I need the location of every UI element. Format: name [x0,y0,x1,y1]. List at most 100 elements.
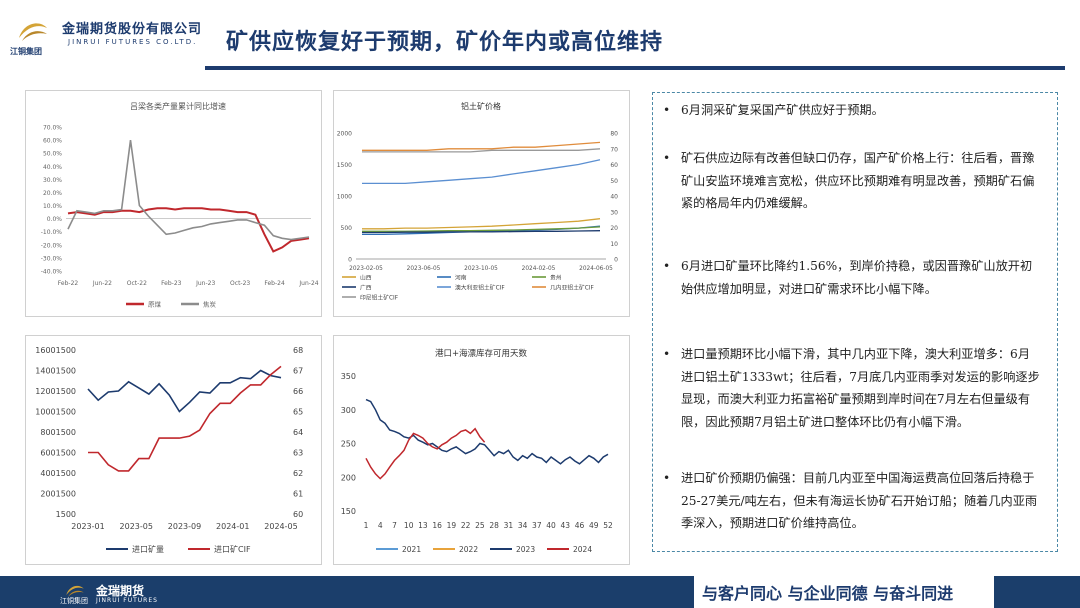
y-right-tick-label: 60 [610,162,618,169]
x-tick-label: 43 [561,521,571,530]
title-underline [205,66,1065,70]
y-tick-label: 40.0% [43,164,62,171]
y-tick-label: 60.0% [43,138,62,145]
legend-label: 原煤 [148,300,162,309]
x-tick-label: Oct-23 [230,280,250,287]
x-tick-label: Feb-22 [58,280,79,287]
legend-label: 几内亚铝土矿CIF [550,284,594,292]
header: 金瑞期货股份有限公司 JINRUI FUTURES CO.LTD. 江铜集团 矿… [0,0,1080,72]
y-left-tick-label: 1000 [337,194,352,201]
legend-label: 2022 [459,545,478,554]
y-left-tick-label: 1500 [56,510,76,519]
footer-brand-name-en: JINRUI FUTURES [96,597,158,604]
y-tick-label: 20.0% [43,190,62,197]
bullet-item: • 进口量预期环比小幅下滑，其中几内亚下降，澳大利亚增多：6月进口铝土矿1333… [663,343,1041,433]
bullet-dot-icon: • [663,151,671,165]
x-tick-label: 37 [532,521,542,530]
bullet-dot-icon: • [663,347,671,361]
y-left-tick-label: 2000 [337,131,352,138]
legend-label: 进口矿量 [132,544,164,554]
series-line-2 [362,226,601,232]
y-right-tick-label: 65 [293,408,303,417]
x-tick-label: 46 [575,521,585,530]
company-logo: 金瑞期货股份有限公司 JINRUI FUTURES CO.LTD. 江铜集团 [8,14,218,58]
bullet-item: • 6月进口矿量环比降约1.56%，到岸价持稳，或因晋豫矿山放开初始供应增加明显… [663,255,1041,300]
x-tick-label: 40 [546,521,556,530]
bullet-text: 进口量预期环比小幅下滑，其中几内亚下降，澳大利亚增多：6月进口铝土矿1333wt… [681,347,1040,429]
x-tick-label: 2023-09 [168,522,201,531]
series-line-0 [67,207,310,253]
y-left-tick-label: 12001500 [35,387,76,396]
series-line-2 [365,398,609,465]
x-tick-label: 2023-02-05 [349,266,383,272]
bullet-dot-icon: • [663,259,671,273]
chart-title: 吕梁各类产量累计同比增速 [130,101,226,111]
x-tick-label: Jun-22 [92,280,112,287]
chart-title: 铝土矿价格 [461,101,501,111]
legend-label: 贵州 [550,274,562,282]
y-tick-label: 0.0% [47,216,63,223]
y-right-tick-label: 61 [293,490,303,499]
y-right-tick-label: 67 [293,367,303,376]
y-right-tick-label: 60 [293,510,303,519]
y-right-tick-label: 20 [610,225,618,232]
y-right-tick-label: 62 [293,469,303,478]
x-tick-label: 34 [518,521,528,530]
y-tick-label: 250 [341,440,356,449]
x-tick-label: 49 [589,521,599,530]
bullet-text: 进口矿价预期仍偏强：目前几内亚至中国海运费高位回落后持稳于25-27美元/吨左右… [681,471,1038,531]
x-tick-label: 2023-10-05 [464,266,498,272]
series-line-3 [362,230,601,234]
x-tick-label: 28 [489,521,499,530]
y-right-tick-label: 0 [614,257,618,264]
y-right-tick-label: 64 [293,428,303,437]
legend-label: 焦炭 [203,300,217,309]
y-tick-label: 10.0% [43,203,62,210]
bullet-text: 6月进口矿量环比降约1.56%，到岸价持稳，或因晋豫矿山放开初始供应增加明显，对… [681,259,1033,296]
series-line-0 [87,369,282,413]
logo-company-name: 金瑞期货股份有限公司 [62,22,203,37]
y-right-tick-label: 40 [610,194,618,201]
y-left-tick-label: 1500 [337,162,352,169]
y-left-tick-label: 10001500 [35,408,76,417]
x-tick-label: 2023-01 [71,522,104,531]
x-tick-label: 31 [504,521,514,530]
legend-label: 澳大利亚铝土矿CIF [455,284,505,292]
y-left-tick-label: 4001500 [40,469,76,478]
x-tick-label: 2024-06-05 [579,266,613,272]
series-line-1 [88,365,282,472]
chart-bauxite-price-svg: 铝土矿价格 0 500 1000 1500 2000 0 10 20 30 40 50 60 70 80 2… [337,101,618,302]
y-tick-label: -40.0% [41,269,63,276]
y-left-tick-label: 16001500 [35,346,76,355]
y-right-tick-label: 50 [610,178,618,185]
footer-logo-emblem-icon [66,585,84,597]
bullet-item: • 矿石供应边际有改善但缺口仍存，国产矿价格上行：往后看，晋豫矿山安监环境难言宽… [663,147,1041,215]
y-tick-label: 50.0% [43,151,62,158]
chart-title: 港口+海漂库存可用天数 [435,348,528,359]
chart-inventory-days: 港口+海漂库存可用天数 150 200 250 300 350 1 4 7 10 13 16 19 22… [333,335,630,565]
legend-label: 2024 [573,545,592,554]
logo-group-name: 江铜集团 [10,47,42,56]
x-tick-label: Feb-23 [161,280,182,287]
y-tick-label: 350 [341,372,356,381]
y-right-tick-label: 10 [610,241,618,248]
x-tick-label: 52 [603,521,613,530]
y-tick-label: 300 [341,406,356,415]
x-tick-label: 22 [461,521,471,530]
y-right-tick-label: 63 [293,449,303,458]
x-tick-label: 10 [404,521,414,530]
analysis-text-box: • 6月洞采矿复采国产矿供应好于预期。 • 矿石供应边际有改善但缺口仍存，国产矿… [652,92,1058,552]
y-right-tick-label: 30 [610,209,618,216]
footer-logo: 金瑞期货 JINRUI FUTURES 江铜集团 [60,578,180,606]
x-tick-label: 4 [378,521,383,530]
x-tick-label: 16 [432,521,442,530]
y-tick-label: 70.0% [43,125,62,132]
legend-label: 广西 [360,284,372,292]
legend-label: 2021 [402,545,421,554]
x-tick-label: 2024-01 [216,522,249,531]
x-tick-label: Feb-24 [264,280,285,287]
chart-lvliang-output: 吕梁各类产量累计同比增速 70.0% 60.0% 50.0% 40.0% 30.0% 20… [25,90,322,317]
chart-lvliang-output-svg: 吕梁各类产量累计同比增速 70.0% 60.0% 50.0% 40.0% 30.0% 20… [41,101,319,309]
chart-import-volume-cif-svg: 1500 2001500 4001500 6001500 8001500 10001500… [35,346,303,554]
y-tick-label: 200 [341,473,356,482]
